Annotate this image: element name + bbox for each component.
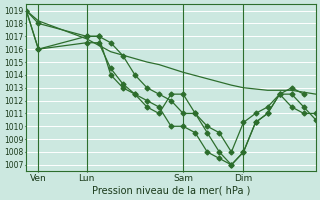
X-axis label: Pression niveau de la mer( hPa ): Pression niveau de la mer( hPa ) [92, 186, 250, 196]
